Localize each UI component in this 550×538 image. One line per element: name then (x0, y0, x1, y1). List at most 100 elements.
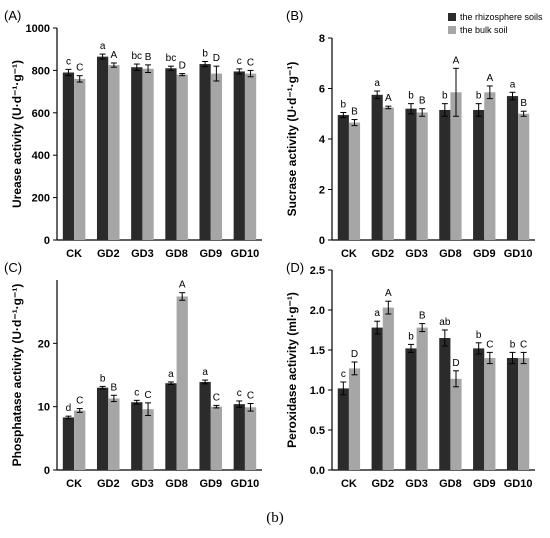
significance-letter: c (66, 56, 71, 67)
bar (405, 108, 417, 240)
significance-letter: b (476, 330, 482, 341)
x-tick-label: CK (66, 478, 82, 490)
bar (62, 417, 75, 470)
significance-letter: C (486, 339, 493, 350)
bar (506, 96, 519, 240)
bar (165, 68, 177, 240)
significance-letter: A (453, 55, 460, 66)
bar (416, 327, 428, 470)
significance-letter: a (100, 41, 106, 52)
y-tick-label: 0 (319, 235, 325, 247)
y-tick-label: 2.5 (310, 265, 325, 277)
bar (416, 112, 428, 240)
x-tick-label: GD3 (405, 248, 428, 260)
significance-letter: D (452, 358, 459, 369)
significance-letter: A (385, 93, 392, 104)
significance-letter: C (76, 396, 83, 407)
x-tick-label: GD3 (131, 248, 154, 260)
x-tick-label: GD9 (473, 478, 496, 490)
y-axis-label: Urease activity (U·d⁻¹·g⁻¹) (10, 60, 24, 208)
significance-letter: b (100, 373, 106, 384)
bar (199, 64, 211, 240)
significance-letter: A (179, 280, 186, 291)
x-tick-label: GD3 (405, 478, 428, 490)
x-tick-label: GD8 (439, 478, 462, 490)
y-tick-label: 0.0 (310, 465, 325, 477)
significance-letter: C (247, 57, 254, 68)
y-axis-label: Phosphatase activity (U·d⁻¹·g⁻¹) (10, 284, 24, 467)
x-tick-label: GD8 (165, 478, 188, 490)
y-tick-label: 1.5 (310, 345, 325, 357)
y-tick-label: 20 (38, 338, 50, 350)
x-tick-label: GD2 (371, 248, 394, 260)
bar (450, 92, 462, 240)
bar (176, 296, 188, 470)
x-tick-label: CK (341, 248, 357, 260)
significance-letter: b (408, 91, 414, 102)
x-tick-label: GD2 (371, 478, 394, 490)
legend-label: the bulk soil (460, 25, 508, 35)
legend-swatch (448, 26, 456, 34)
significance-letter: bc (131, 51, 142, 62)
bar (199, 381, 211, 470)
bar (337, 115, 349, 240)
bar (233, 71, 245, 241)
significance-letter: A (111, 50, 118, 61)
bar (348, 122, 361, 240)
bar (473, 109, 485, 241)
bar (348, 368, 361, 470)
bar (131, 402, 143, 470)
significance-letter: C (247, 391, 254, 402)
significance-letter: bc (166, 53, 177, 64)
bar (210, 73, 223, 240)
bar (108, 398, 120, 470)
bar (450, 378, 462, 470)
significance-letter: C (213, 392, 220, 403)
bar (131, 67, 143, 240)
bar (244, 73, 257, 240)
bar (142, 409, 154, 470)
y-tick-label: 800 (32, 65, 50, 77)
bar (382, 307, 394, 470)
x-tick-label: GD9 (473, 248, 496, 260)
significance-letter: C (144, 390, 151, 401)
significance-letter: B (111, 382, 118, 393)
bar (142, 68, 154, 240)
significance-letter: b (510, 339, 516, 350)
significance-letter: a (202, 367, 208, 378)
bar (371, 327, 383, 470)
bar (244, 407, 257, 470)
bar (210, 406, 223, 470)
x-tick-label: GD8 (165, 248, 188, 260)
significance-letter: a (374, 78, 380, 89)
significance-letter: B (351, 107, 358, 118)
significance-letter: b (476, 91, 482, 102)
bar (518, 113, 530, 240)
bar (439, 109, 451, 241)
significance-letter: B (520, 98, 527, 109)
significance-letter: ab (439, 317, 451, 328)
x-tick-label: CK (341, 478, 357, 490)
significance-letter: A (486, 73, 493, 84)
bar (518, 358, 530, 470)
bar (165, 383, 177, 470)
x-tick-label: GD2 (97, 478, 120, 490)
x-tick-label: GD2 (97, 248, 120, 260)
bar (371, 94, 383, 240)
y-tick-label: 200 (32, 193, 50, 205)
significance-letter: B (419, 311, 426, 322)
significance-letter: C (76, 63, 83, 74)
significance-letter: b (202, 48, 208, 59)
legend-label: the rhizosphere soils (460, 12, 543, 22)
panel-label: (A) (4, 8, 21, 23)
y-tick-label: 0 (44, 465, 50, 477)
bar (62, 72, 75, 241)
y-tick-label: 4 (319, 134, 326, 146)
bar (233, 404, 245, 470)
bar (337, 388, 349, 470)
significance-letter: b (442, 91, 448, 102)
x-tick-label: GD9 (199, 478, 222, 490)
significance-letter: a (168, 369, 174, 380)
significance-letter: B (419, 96, 426, 107)
